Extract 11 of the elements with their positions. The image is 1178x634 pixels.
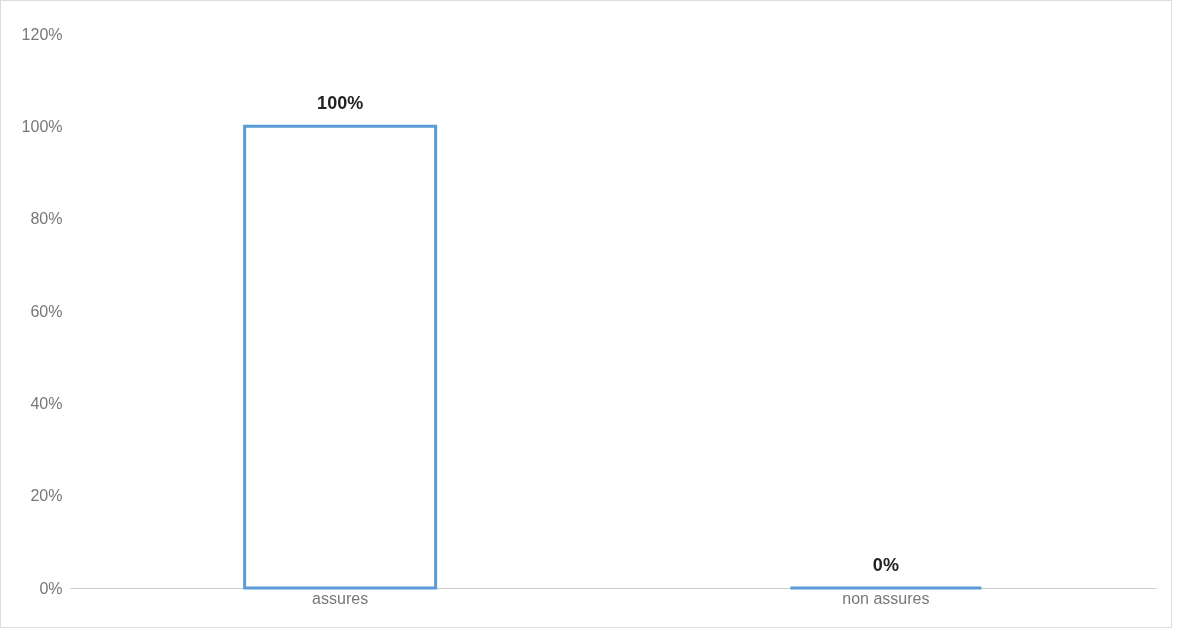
y-tick-label: 40% — [30, 394, 63, 412]
data-label: 0% — [872, 555, 899, 575]
data-label: 100% — [317, 93, 364, 114]
y-tick-label: 20% — [30, 487, 63, 505]
y-tick-label: 120% — [21, 25, 63, 43]
y-tick-label: 80% — [30, 210, 63, 228]
y-tick-label: 0% — [39, 579, 63, 597]
y-tick-label: 60% — [30, 302, 63, 320]
y-tick-label: 100% — [21, 117, 63, 135]
x-tick-label: assures — [312, 589, 369, 607]
x-tick-label: non assures — [842, 589, 930, 607]
